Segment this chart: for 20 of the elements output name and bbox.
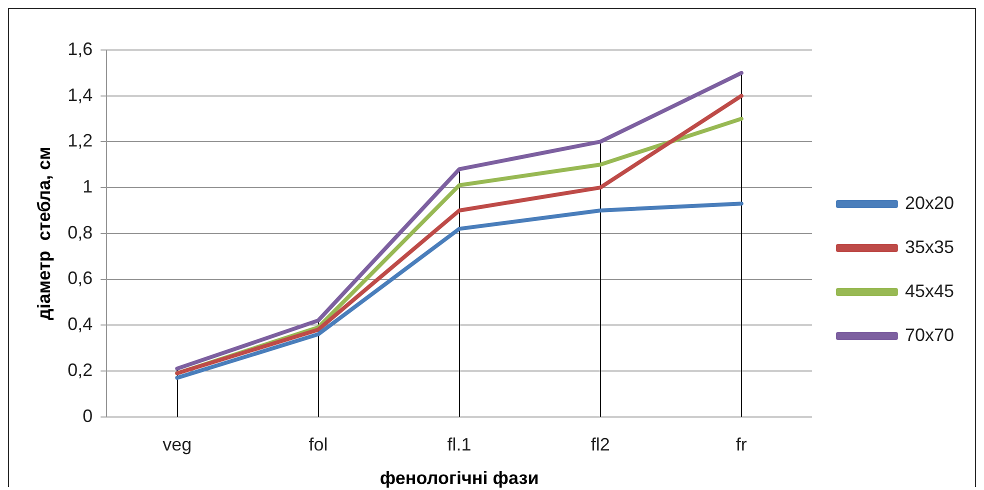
x-tick-label: fr: [736, 434, 747, 455]
y-tick-label: 1,4: [68, 84, 93, 105]
y-tick-label: 1: [82, 176, 93, 197]
y-tick-label: 1,2: [68, 130, 93, 151]
x-tick-label: fl.1: [447, 434, 472, 455]
legend-label: 45x45: [904, 280, 954, 301]
x-tick-label: fl2: [590, 434, 610, 455]
legend-label: 70x70: [904, 324, 954, 345]
y-tick-label: 0,6: [68, 268, 93, 288]
x-tick-label: fol: [308, 434, 328, 455]
y-tick-label: 0,4: [68, 314, 93, 334]
x-tick-label: veg: [162, 434, 192, 455]
y-axis-title: діаметр стебла, см: [34, 146, 54, 320]
y-tick-label: 0,2: [68, 360, 93, 380]
legend-label: 35x35: [904, 236, 954, 257]
x-axis-title: фенологічні фази: [380, 468, 539, 488]
y-tick-label: 0: [82, 406, 93, 426]
y-tick-label: 0,8: [68, 222, 93, 242]
legend-label: 20x20: [904, 192, 954, 213]
y-tick-label: 1,6: [68, 38, 93, 59]
